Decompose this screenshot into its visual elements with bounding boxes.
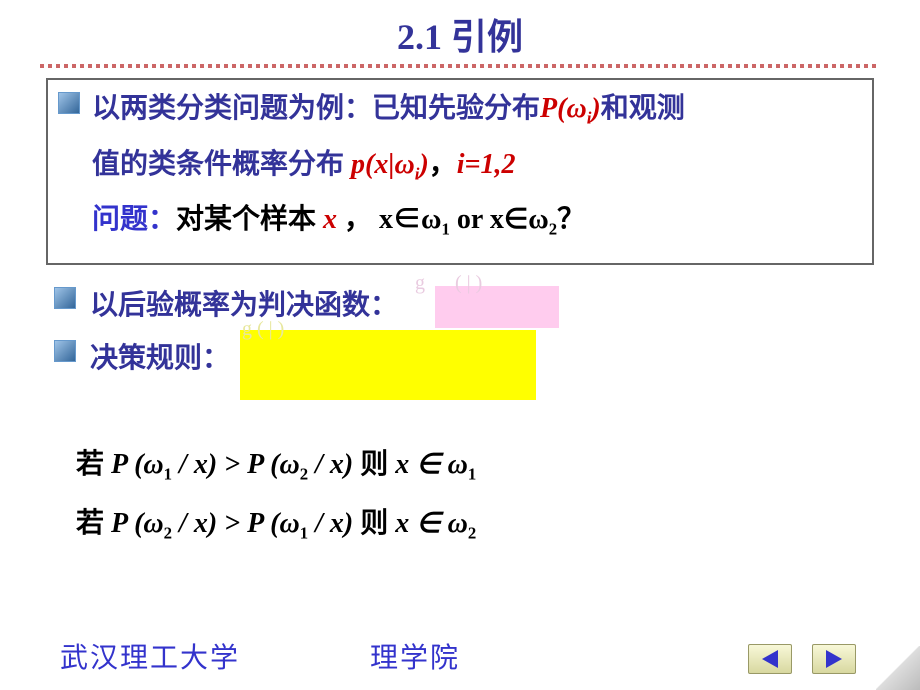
res: x ∈ ω: [395, 449, 468, 480]
in2: x∈ω: [490, 204, 549, 235]
s1: 2: [164, 524, 172, 543]
p-cond: p(x|ω: [351, 149, 415, 180]
sub1: 1: [442, 220, 450, 239]
title-divider: [40, 62, 880, 72]
bullet-icon: [54, 340, 76, 362]
paren: ( | ): [455, 272, 482, 294]
mid: / x) > P (ω: [172, 508, 300, 539]
bullet2-text: 以后验概率为判决函数：: [90, 290, 398, 321]
txt: 值的类条件概率分布: [92, 149, 351, 180]
txt: 和观测: [601, 93, 685, 124]
arrow-left-icon: [762, 650, 778, 668]
close: ): [419, 149, 428, 180]
P1: P (ω: [111, 508, 164, 539]
x: x: [323, 204, 337, 235]
omega-open: (ω: [557, 93, 587, 124]
slide: 2.1 引例 以两类分类问题为例：已知先验分布P(ωi)和观测 值的类条件概率分…: [0, 0, 920, 690]
or: or: [450, 204, 490, 235]
box-line-3: 问题：对某个样本 x ， x∈ω1 or x∈ω2？: [92, 197, 856, 253]
s2: 2: [300, 465, 308, 484]
end: / x): [308, 508, 353, 539]
rs: 1: [468, 465, 476, 484]
prev-button[interactable]: [748, 644, 792, 674]
s1: 1: [164, 465, 172, 484]
txt: 以两类分类问题为例：已知先验分布: [92, 93, 540, 124]
university: 武汉理工大学: [60, 643, 240, 674]
in1: x∈ω: [379, 204, 441, 235]
bullet-decision: 决策规则： g ( | ): [46, 336, 874, 400]
res: x ∈ ω: [395, 508, 468, 539]
close-paren: ): [591, 93, 600, 124]
decision-rule-2: 若 P (ω2 / x) > P (ω1 / x) 则 x ∈ ω2: [76, 501, 874, 544]
bullet3-text: 决策规则：: [90, 336, 230, 376]
P-symbol: P: [540, 93, 557, 124]
example-box: 以两类分类问题为例：已知先验分布P(ωi)和观测 值的类条件概率分布 p(x|ω…: [46, 78, 874, 265]
rs: 2: [468, 524, 476, 543]
arrow-right-icon: [826, 650, 842, 668]
sub2: 2: [549, 220, 557, 239]
spacer: [40, 408, 880, 426]
page-curl-icon: [876, 646, 920, 690]
g: g: [415, 272, 425, 294]
txt: ，: [337, 204, 379, 235]
yellow-highlight: g ( | ): [240, 330, 536, 400]
then: 则: [353, 449, 395, 480]
faint-formula: g ( | ): [242, 318, 534, 341]
comma: ，: [429, 149, 457, 180]
box-line-1: 以两类分类问题为例：已知先验分布P(ωi)和观测: [92, 86, 856, 142]
footer: 武汉理工大学 理学院: [60, 636, 460, 676]
txt: 对某个样本: [176, 204, 323, 235]
s2: 1: [300, 524, 308, 543]
faint-formula: g ( | ): [415, 272, 579, 295]
question-label: 问题：: [92, 204, 176, 235]
bullet-icon: [58, 92, 80, 114]
i-eq: i=1,2: [457, 149, 516, 180]
mid: / x) > P (ω: [172, 449, 300, 480]
school: 理学院: [370, 643, 460, 674]
qmark: ？: [557, 204, 585, 235]
if: 若: [76, 508, 111, 539]
next-button[interactable]: [812, 644, 856, 674]
decision-rule-1: 若 P (ω1 / x) > P (ω2 / x) 则 x ∈ ω1: [76, 442, 874, 485]
then: 则: [353, 508, 395, 539]
end: / x): [308, 449, 353, 480]
P1: P (ω: [111, 449, 164, 480]
bullet-icon: [54, 287, 76, 309]
if: 若: [76, 449, 111, 480]
box-line-2: 值的类条件概率分布 p(x|ωi)，i=1,2: [92, 142, 856, 198]
slide-title: 2.1 引例: [40, 8, 880, 60]
